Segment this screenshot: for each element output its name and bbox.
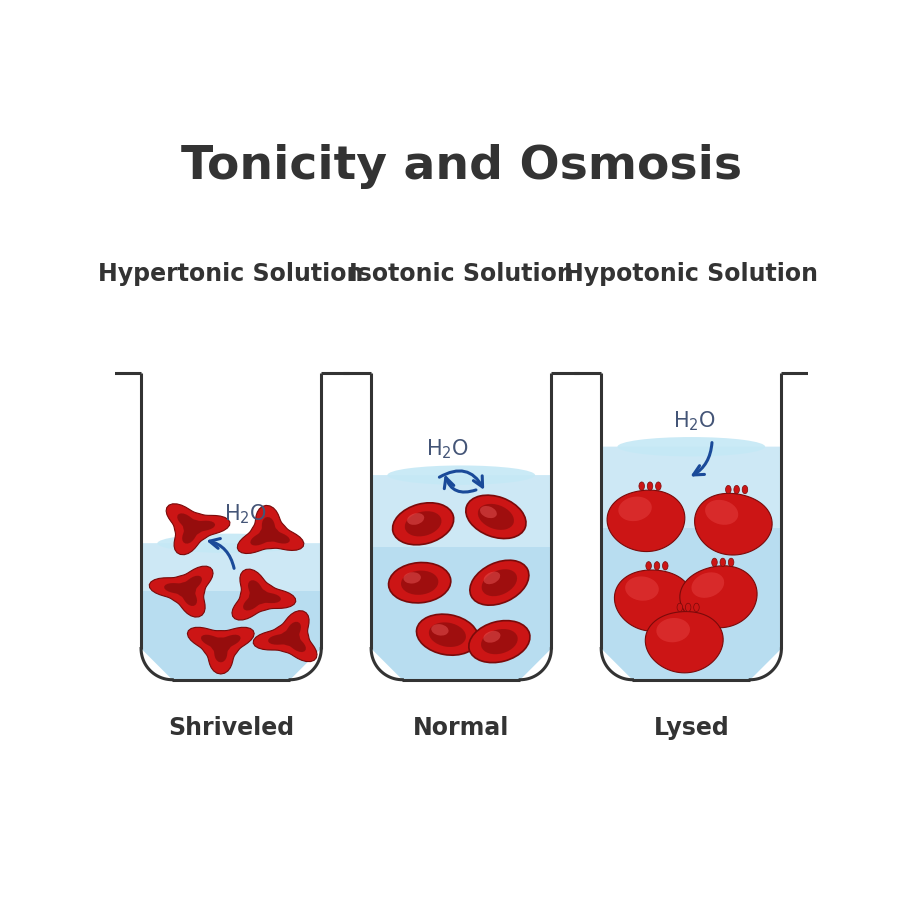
Text: Hypotonic Solution: Hypotonic Solution <box>564 262 818 286</box>
Ellipse shape <box>401 571 438 595</box>
Ellipse shape <box>387 465 536 485</box>
Text: Normal: Normal <box>413 716 509 740</box>
Text: H$_2$O: H$_2$O <box>223 502 266 526</box>
Ellipse shape <box>728 558 733 566</box>
Ellipse shape <box>407 513 424 525</box>
Ellipse shape <box>705 500 738 525</box>
Text: Isotonic Solution: Isotonic Solution <box>349 262 573 286</box>
Polygon shape <box>680 566 757 628</box>
Ellipse shape <box>482 569 517 596</box>
Polygon shape <box>371 475 552 680</box>
Ellipse shape <box>618 497 652 521</box>
Ellipse shape <box>428 623 466 647</box>
Ellipse shape <box>742 485 748 494</box>
Polygon shape <box>232 569 296 620</box>
Ellipse shape <box>405 511 442 536</box>
Text: Lysed: Lysed <box>653 716 729 740</box>
Ellipse shape <box>694 603 699 611</box>
Ellipse shape <box>480 506 497 518</box>
Polygon shape <box>166 504 230 554</box>
Polygon shape <box>615 570 692 631</box>
Ellipse shape <box>712 558 717 566</box>
Ellipse shape <box>647 482 652 490</box>
Ellipse shape <box>466 495 526 538</box>
Ellipse shape <box>158 534 305 553</box>
Text: H$_2$O: H$_2$O <box>426 437 469 462</box>
Polygon shape <box>238 506 304 554</box>
Polygon shape <box>141 544 321 591</box>
Polygon shape <box>268 622 306 652</box>
Ellipse shape <box>654 562 660 570</box>
Ellipse shape <box>639 482 644 490</box>
Ellipse shape <box>725 485 731 494</box>
Ellipse shape <box>389 562 451 603</box>
Polygon shape <box>608 491 685 552</box>
Polygon shape <box>187 627 254 674</box>
Ellipse shape <box>392 503 454 544</box>
Polygon shape <box>253 611 317 662</box>
Ellipse shape <box>403 572 421 583</box>
Ellipse shape <box>686 603 691 611</box>
Ellipse shape <box>626 576 659 600</box>
Polygon shape <box>177 513 215 544</box>
Ellipse shape <box>677 603 682 611</box>
Polygon shape <box>243 580 281 610</box>
Polygon shape <box>601 446 781 528</box>
Ellipse shape <box>646 562 652 570</box>
Ellipse shape <box>470 560 529 605</box>
Ellipse shape <box>469 621 530 662</box>
Text: Shriveled: Shriveled <box>168 716 294 740</box>
Ellipse shape <box>417 614 478 655</box>
Polygon shape <box>371 475 552 547</box>
Ellipse shape <box>478 504 514 530</box>
Ellipse shape <box>431 624 448 635</box>
Ellipse shape <box>734 485 740 494</box>
Polygon shape <box>201 634 240 662</box>
Ellipse shape <box>483 572 500 584</box>
Ellipse shape <box>481 629 518 654</box>
Polygon shape <box>645 612 724 673</box>
Ellipse shape <box>656 618 690 643</box>
Polygon shape <box>141 544 321 680</box>
Ellipse shape <box>655 482 661 490</box>
Ellipse shape <box>662 562 668 570</box>
Polygon shape <box>601 446 781 680</box>
Polygon shape <box>149 566 213 617</box>
Ellipse shape <box>483 631 500 643</box>
Polygon shape <box>164 576 202 606</box>
Ellipse shape <box>617 437 765 456</box>
Text: H$_2$O: H$_2$O <box>673 410 716 433</box>
Text: Tonicity and Osmosis: Tonicity and Osmosis <box>181 144 742 189</box>
Polygon shape <box>250 517 290 545</box>
Polygon shape <box>695 493 772 555</box>
Text: Hypertonic Solution: Hypertonic Solution <box>98 262 364 286</box>
Ellipse shape <box>720 558 725 566</box>
Ellipse shape <box>691 572 725 598</box>
